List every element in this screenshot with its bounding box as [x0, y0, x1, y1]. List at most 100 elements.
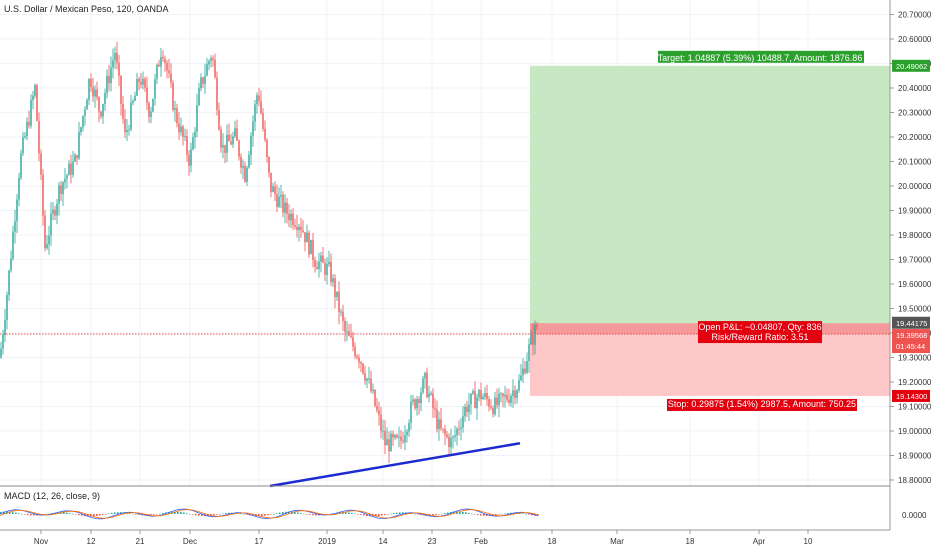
y-axis-ticks[interactable]: 20.7000020.6000020.5000020.4000020.30000…: [890, 11, 932, 486]
x-tick-label: 21: [136, 537, 145, 546]
candle-body: [230, 141, 232, 145]
trendline[interactable]: [269, 442, 521, 488]
target-zone[interactable]: [530, 65, 890, 335]
candle-body: [350, 335, 352, 338]
macd-histogram-bar: [279, 512, 281, 514]
candle-body: [54, 209, 56, 216]
candle-body: [234, 128, 236, 137]
signal-line: [0, 509, 538, 519]
candle-body: [498, 393, 500, 406]
candle-body: [78, 132, 80, 159]
candle-body: [326, 264, 328, 275]
candle-body: [90, 79, 92, 88]
macd-histogram-bar: [504, 513, 506, 515]
candle-body: [266, 139, 268, 158]
candle-body: [432, 393, 434, 408]
candle-body: [180, 126, 182, 133]
candle-body: [8, 270, 10, 295]
macd-histogram-bar: [303, 513, 305, 515]
candle-body: [328, 261, 330, 265]
candle-body: [320, 255, 322, 262]
candle-body: [262, 113, 264, 129]
x-tick-label: 2019: [318, 537, 336, 546]
macd-histogram-bar: [45, 514, 47, 515]
y-tick-label: 20.20000: [898, 133, 932, 142]
pnl-info: Open P&L: −0.04807, Qty: 836: [698, 322, 821, 332]
candle-body: [232, 136, 234, 145]
x-tick-label: 10: [804, 537, 813, 546]
macd-histogram-bar: [225, 513, 227, 514]
candle-body: [520, 375, 522, 381]
candle-body: [500, 393, 502, 395]
candle-body: [196, 105, 198, 132]
candle-body: [248, 154, 250, 168]
macd-histogram-bar: [507, 513, 509, 514]
candle-body: [158, 64, 160, 67]
candle-body: [494, 397, 496, 415]
candle-body: [108, 75, 110, 84]
macd-histogram-bar: [96, 514, 98, 517]
candle-body: [344, 320, 346, 332]
macd-histogram-bar: [414, 513, 416, 515]
candle-body: [452, 436, 454, 439]
candle-body: [536, 325, 538, 327]
macd-histogram-bar: [498, 514, 500, 515]
candle-body: [12, 231, 14, 259]
candle-body: [404, 435, 406, 442]
candle-body: [70, 163, 72, 175]
candle-body: [486, 393, 488, 400]
candle-body: [260, 100, 262, 114]
candle-body: [388, 439, 390, 452]
candle-body: [426, 372, 428, 397]
macd-histogram-bar: [114, 512, 116, 514]
candle-body: [468, 404, 470, 413]
candle-body: [246, 167, 248, 182]
candle-body: [522, 368, 524, 376]
candle-body: [506, 394, 508, 400]
candle-body: [20, 153, 22, 178]
candle-body: [464, 406, 466, 417]
macd-histogram-bar: [471, 513, 473, 515]
candle-body: [96, 89, 98, 98]
candle-body: [62, 182, 64, 195]
candle-body: [496, 397, 498, 406]
macd-histogram-bar: [354, 513, 356, 515]
candle-body: [46, 244, 48, 249]
macd-histogram-bar: [18, 513, 20, 514]
macd-histogram-bar: [459, 511, 461, 514]
candle-body: [482, 396, 484, 400]
x-axis-ticks[interactable]: Nov 12 21 Dec 17 2019 14 23 Feb 18 Mar 18 Apr 10: [34, 530, 813, 546]
candle-body: [238, 140, 240, 157]
stop-zone[interactable]: [530, 334, 890, 396]
stop-price-tag: [892, 389, 930, 402]
y-tick-label: 20.70000: [898, 11, 932, 20]
macd-histogram-bar: [177, 511, 179, 514]
x-tick-label: 18: [548, 537, 557, 546]
candle-body: [0, 348, 2, 358]
pnl-info-box: [698, 321, 822, 344]
macd-histogram-bar: [189, 513, 191, 515]
candle-body: [214, 59, 216, 78]
candle-body: [306, 232, 308, 243]
y-tick-label: 19.00000: [898, 427, 932, 436]
candle-body: [488, 399, 490, 407]
candle-body: [524, 368, 526, 373]
candle-body: [298, 226, 300, 231]
candle-body: [460, 427, 462, 429]
x-tick-label: 14: [379, 537, 388, 546]
target-info: Target: 1.04887 (5.39%) 10488.7, Amount:…: [658, 53, 863, 63]
macd-histogram-bar: [174, 511, 176, 514]
candle-body: [190, 149, 192, 166]
candle-body: [2, 334, 4, 349]
macd-histogram-bar: [9, 511, 11, 514]
candle-body: [144, 78, 146, 88]
candle-body: [268, 157, 270, 173]
macd-histogram-bar: [201, 514, 203, 517]
macd-histogram-bar: [228, 512, 230, 514]
candle-body: [316, 266, 318, 270]
macd-histogram-bar: [252, 514, 254, 516]
candle-body: [240, 156, 242, 168]
candle-body: [448, 436, 450, 448]
candle-body: [300, 226, 302, 231]
